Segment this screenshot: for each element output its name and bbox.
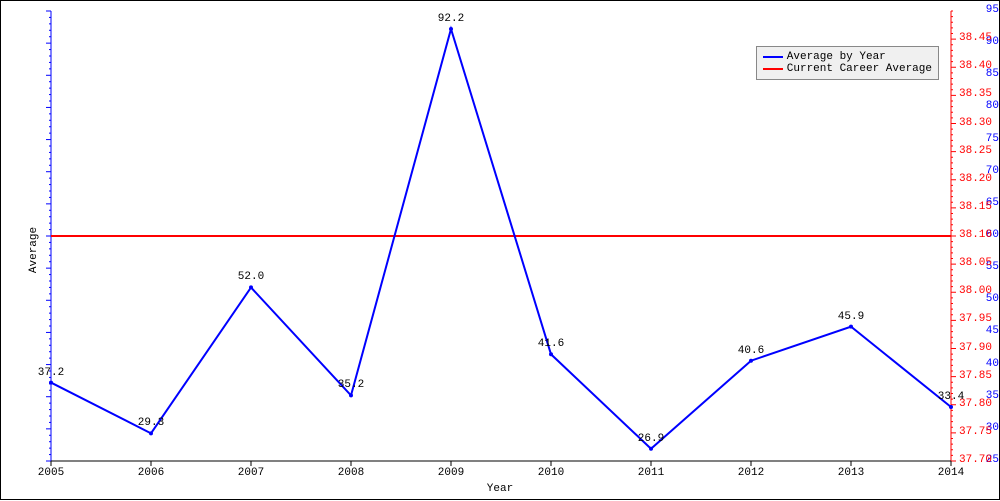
data-label: 41.6 [538, 338, 564, 350]
x-tick: 2012 [738, 467, 764, 479]
y-right-tick: 37.70 [959, 454, 992, 466]
data-label: 52.0 [238, 271, 264, 283]
data-label: 45.9 [838, 311, 864, 323]
data-label: 35.2 [338, 379, 364, 391]
legend-swatch-avg [763, 56, 783, 58]
y-right-tick: 38.20 [959, 173, 992, 185]
y-right-tick: 38.15 [959, 201, 992, 213]
y-left-tick: 45 [957, 325, 999, 337]
y-right-tick: 38.30 [959, 117, 992, 129]
legend-item-career: Current Career Average [763, 63, 932, 75]
y-right-tick: 38.10 [959, 229, 992, 241]
y-right-tick: 38.35 [959, 88, 992, 100]
x-tick: 2005 [38, 467, 64, 479]
y-right-tick: 38.25 [959, 145, 992, 157]
y-left-tick: 80 [957, 100, 999, 112]
data-label: 26.9 [638, 433, 664, 445]
legend-item-avg: Average by Year [763, 51, 932, 63]
legend-label-avg: Average by Year [787, 51, 886, 63]
data-label: 37.2 [38, 367, 64, 379]
data-label: 40.6 [738, 345, 764, 357]
data-label: 29.3 [138, 417, 164, 429]
y-right-tick: 38.00 [959, 285, 992, 297]
x-tick: 2006 [138, 467, 164, 479]
x-tick: 2007 [238, 467, 264, 479]
x-tick: 2014 [938, 467, 964, 479]
y-left-tick: 95 [957, 4, 999, 16]
legend-label-career: Current Career Average [787, 63, 932, 75]
y-right-tick: 38.40 [959, 60, 992, 72]
data-label: 33.4 [938, 391, 964, 403]
y-right-tick: 37.95 [959, 313, 992, 325]
y-right-tick: 38.05 [959, 257, 992, 269]
x-tick: 2010 [538, 467, 564, 479]
x-tick: 2009 [438, 467, 464, 479]
x-tick: 2013 [838, 467, 864, 479]
legend: Average by Year Current Career Average [756, 46, 939, 80]
y-right-tick: 38.45 [959, 32, 992, 44]
y-left-tick: 75 [957, 133, 999, 145]
data-label: 92.2 [438, 13, 464, 25]
y-right-tick: 37.85 [959, 370, 992, 382]
y-right-tick: 37.90 [959, 342, 992, 354]
x-tick: 2008 [338, 467, 364, 479]
chart-container: Average Year 253035404550556065707580859… [0, 0, 1000, 500]
x-tick: 2011 [638, 467, 664, 479]
legend-swatch-career [763, 68, 783, 70]
y-left-tick: 40 [957, 358, 999, 370]
y-right-tick: 37.75 [959, 426, 992, 438]
